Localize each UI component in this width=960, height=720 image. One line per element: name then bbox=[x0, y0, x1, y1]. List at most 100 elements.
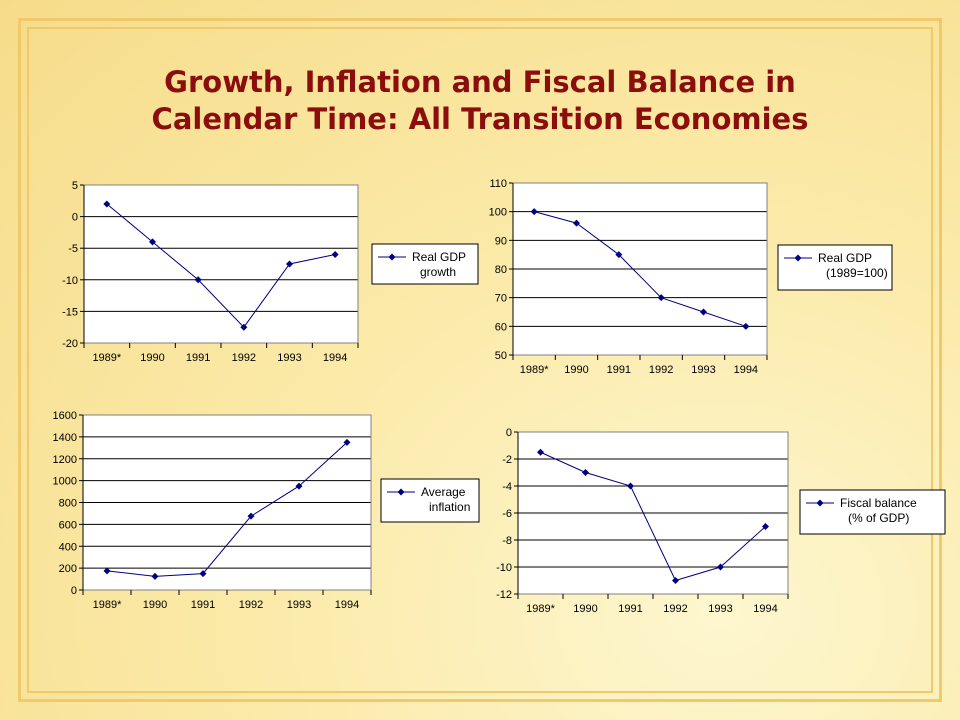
legend-label: (% of GDP) bbox=[848, 511, 909, 525]
y-tick-label: -15 bbox=[62, 306, 78, 318]
y-tick-label: 0 bbox=[72, 212, 78, 224]
legend-box bbox=[777, 244, 893, 291]
x-tick-label: 1992 bbox=[239, 599, 263, 611]
series-line bbox=[106, 203, 336, 328]
data-point bbox=[247, 512, 255, 520]
data-point bbox=[615, 251, 623, 259]
x-tick-label: 1992 bbox=[232, 352, 256, 364]
x-tick-label: 1993 bbox=[287, 599, 311, 611]
x-tick-label: 1991 bbox=[191, 599, 215, 611]
legend-box bbox=[371, 243, 479, 285]
y-tick-label: 80 bbox=[495, 264, 507, 276]
y-tick-label: 90 bbox=[495, 235, 507, 247]
data-point bbox=[582, 469, 589, 476]
x-tick-label: 1991 bbox=[607, 364, 631, 376]
y-tick-label: 200 bbox=[59, 563, 77, 575]
y-tick-label: -20 bbox=[62, 338, 78, 350]
x-tick-label: 1990 bbox=[140, 352, 164, 364]
data-point bbox=[537, 448, 544, 456]
x-tick-label: 1994 bbox=[753, 603, 777, 615]
data-point bbox=[700, 308, 707, 316]
x-tick-label: 1993 bbox=[691, 364, 715, 376]
data-point bbox=[295, 482, 303, 490]
data-point bbox=[286, 260, 293, 268]
series-line bbox=[106, 441, 348, 577]
legend-box bbox=[380, 478, 480, 523]
x-tick-label: 1994 bbox=[335, 599, 359, 611]
y-tick-label: 1600 bbox=[53, 410, 77, 422]
y-tick-label: 110 bbox=[489, 178, 507, 190]
y-tick-label: -4 bbox=[502, 481, 512, 493]
legend-label: inflation bbox=[429, 500, 470, 514]
data-point bbox=[343, 438, 351, 446]
data-point bbox=[151, 572, 159, 580]
y-tick-label: 1200 bbox=[53, 454, 77, 466]
y-tick-label: 1400 bbox=[53, 432, 77, 444]
legend-label: Average bbox=[421, 485, 466, 499]
x-tick-label: 1992 bbox=[663, 603, 687, 615]
x-tick-label: 1990 bbox=[143, 599, 167, 611]
data-point bbox=[103, 200, 111, 208]
y-tick-label: -6 bbox=[502, 508, 512, 520]
series-line bbox=[534, 211, 746, 327]
legend-label: growth bbox=[420, 265, 456, 279]
legend-label: (1989=100) bbox=[826, 266, 888, 280]
data-point bbox=[762, 523, 769, 530]
y-tick-label: -12 bbox=[496, 589, 512, 601]
y-tick-label: 100 bbox=[489, 207, 507, 219]
y-tick-label: -10 bbox=[62, 275, 78, 287]
legend-key-marker bbox=[816, 499, 824, 507]
plot-area bbox=[84, 185, 358, 343]
slide-frame-inner bbox=[27, 27, 933, 693]
x-tick-label: 1991 bbox=[186, 352, 210, 364]
data-point bbox=[199, 570, 207, 578]
x-tick-label: 1994 bbox=[323, 352, 347, 364]
y-tick-label: 0 bbox=[506, 427, 512, 439]
slide-title-line-1: Growth, Inflation and Fiscal Balance in bbox=[164, 65, 796, 99]
y-tick-label: 5 bbox=[72, 180, 78, 192]
data-point bbox=[331, 251, 339, 259]
data-point bbox=[657, 294, 665, 302]
data-point bbox=[240, 323, 248, 331]
legend-key-marker bbox=[794, 254, 802, 262]
data-point bbox=[530, 208, 538, 216]
x-tick-label: 1989* bbox=[520, 364, 549, 376]
x-tick-label: 1991 bbox=[618, 603, 642, 615]
data-point bbox=[672, 577, 679, 584]
y-tick-label: 800 bbox=[59, 498, 77, 510]
legend-key-marker bbox=[397, 488, 405, 496]
data-point bbox=[103, 567, 111, 575]
data-point bbox=[742, 322, 750, 330]
legend-label: Real GDP bbox=[818, 251, 872, 265]
x-tick-label: 1990 bbox=[573, 603, 597, 615]
slide-frame-outer bbox=[18, 18, 942, 702]
legend-label: Real GDP bbox=[412, 250, 466, 264]
x-tick-label: 1990 bbox=[564, 364, 588, 376]
slide-title-line-2: Calendar Time: All Transition Economies bbox=[151, 102, 809, 136]
x-tick-label: 1994 bbox=[734, 364, 758, 376]
y-tick-label: 0 bbox=[71, 585, 77, 597]
data-point bbox=[149, 238, 156, 246]
y-tick-label: 1000 bbox=[53, 476, 77, 488]
y-tick-label: 50 bbox=[495, 350, 507, 362]
slide-title: Growth, Inflation and Fiscal Balance in … bbox=[60, 64, 900, 138]
x-tick-label: 1989* bbox=[92, 352, 121, 364]
legend-label: Fiscal balance bbox=[840, 496, 917, 510]
x-tick-label: 1992 bbox=[649, 364, 673, 376]
data-point bbox=[717, 563, 724, 571]
y-tick-label: 600 bbox=[59, 519, 77, 531]
y-tick-label: -10 bbox=[496, 562, 512, 574]
y-tick-label: -5 bbox=[68, 243, 78, 255]
data-point bbox=[194, 276, 202, 284]
series-line bbox=[540, 451, 766, 582]
y-tick-label: -8 bbox=[502, 535, 512, 547]
x-tick-label: 1993 bbox=[708, 603, 732, 615]
data-point bbox=[627, 482, 634, 490]
x-tick-label: 1989* bbox=[93, 599, 122, 611]
x-tick-label: 1989* bbox=[526, 603, 555, 615]
x-tick-label: 1993 bbox=[277, 352, 301, 364]
y-tick-label: -2 bbox=[502, 454, 512, 466]
